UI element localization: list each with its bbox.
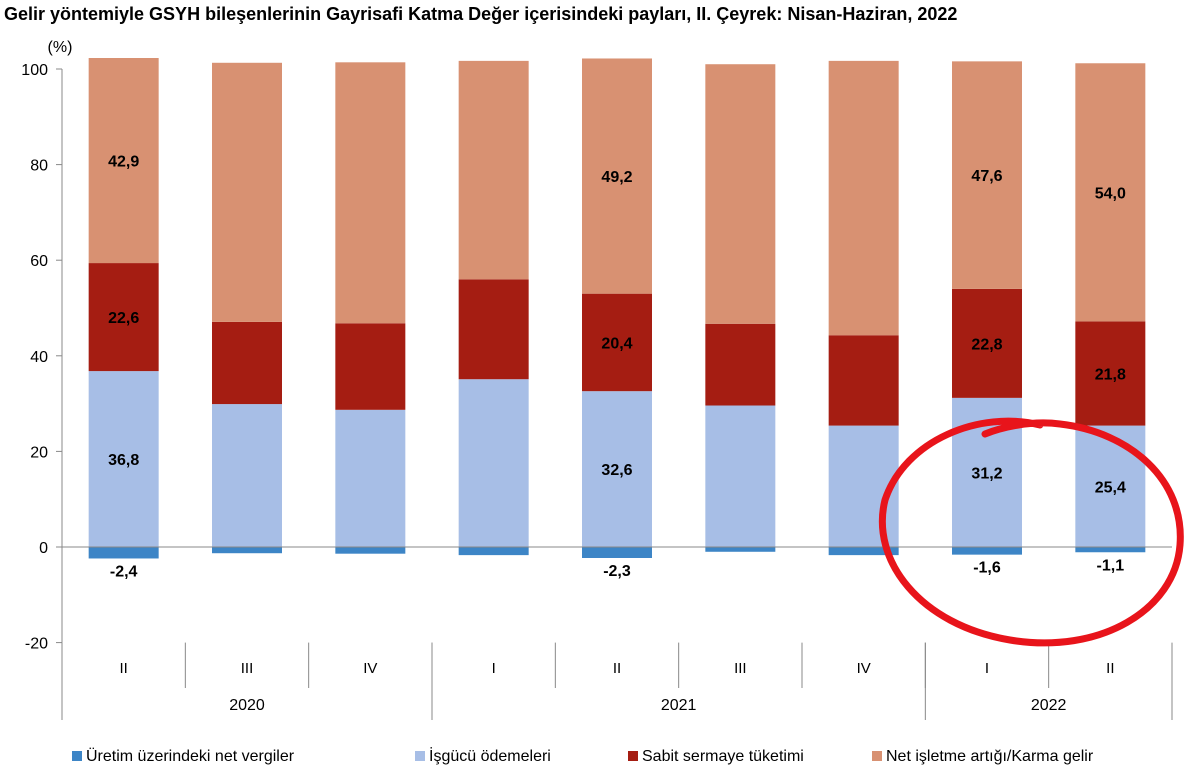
bar-segment-4-8 [952,61,1022,289]
data-label-1-1: -2,4 [110,563,138,580]
bar-segment-2-6 [705,405,776,547]
y-tick-label: 100 [21,62,48,79]
bar-segment-3-3 [335,323,406,410]
bar-segment-1-7 [828,547,899,556]
y-axis-label: (%) [48,39,73,56]
data-label-1-5: -2,3 [603,563,631,580]
bar-segment-1-8 [952,547,1022,555]
category-label-7: IV [857,660,871,677]
category-label-2: III [241,660,254,677]
bar-segment-4-5 [582,58,652,294]
year-label-2022: 2022 [1031,697,1067,714]
bar-segment-2-2 [212,404,282,547]
bar-segment-1-1 [88,547,159,559]
y-tick-label: 80 [30,158,48,175]
bar-segment-1-5 [582,547,652,558]
y-tick-label: 40 [30,349,48,366]
annotation-layer [878,417,1184,647]
data-label-2-8: 31,2 [971,465,1002,482]
bars-layer [88,58,1146,559]
data-label-2-5: 32,6 [601,462,632,479]
bar-segment-4-4 [458,60,529,280]
category-label-6: III [734,660,747,677]
bar-segment-3-2 [212,321,282,405]
legend-label-1: Üretim üzerindeki net vergiler [86,747,295,765]
bar-segment-3-9 [1075,321,1146,426]
data-labels-layer: -2,4 36,8 22,6 42,9 -2,3 32,6 20,4 49,2 -1,6 31,2… [108,154,1126,581]
data-label-3-5: 20,4 [601,335,632,352]
data-label-3-8: 22,8 [971,336,1002,353]
data-label-4-8: 47,6 [971,168,1002,185]
bar-segment-2-9 [1075,425,1146,547]
bar-segment-1-2 [212,547,282,554]
data-label-3-1: 22,6 [108,310,139,327]
legend-swatch-4 [872,751,882,761]
legend-swatch-1 [72,751,82,761]
category-label-1: II [119,660,127,677]
red-circle-annotation [878,417,1184,647]
legend-label-4: Net işletme artığı/Karma gelir [886,748,1094,765]
bar-segment-3-7 [828,335,899,426]
bar-segment-3-8 [952,288,1022,398]
legend: Üretim üzerindeki net vergiler İşgücü öde… [72,746,1094,765]
bar-segment-4-9 [1075,63,1146,322]
year-label-2020: 2020 [229,697,265,714]
legend-swatch-2 [415,751,425,761]
bar-segment-4-6 [705,64,776,324]
legend-swatch-3 [628,751,638,761]
y-tick-label: 0 [39,540,48,557]
bar-segment-3-1 [88,263,159,372]
category-label-5: II [613,660,621,677]
category-label-3: IV [363,660,377,677]
chart-title: Gelir yöntemiyle GSYH bileşenlerinin Gay… [4,4,958,24]
bar-segment-2-4 [458,379,529,547]
y-tick-label: -20 [25,636,48,653]
y-tick-label: 20 [30,444,48,461]
bar-segment-3-5 [582,293,652,392]
data-label-1-9: -1,1 [1097,557,1125,574]
y-tick-label: 60 [30,253,48,270]
year-label-2021: 2021 [661,697,697,714]
bar-segment-4-1 [88,58,159,264]
data-label-3-9: 21,8 [1095,366,1126,383]
bar-segment-3-6 [705,323,776,406]
category-label-8: I [985,660,989,677]
data-label-4-9: 54,0 [1095,185,1126,202]
bar-segment-1-3 [335,547,406,554]
data-label-4-1: 42,9 [108,154,139,171]
legend-label-2: İşgücü ödemeleri [429,746,551,765]
bar-segment-4-2 [212,62,282,322]
bar-segment-2-3 [335,409,406,547]
bar-segment-1-4 [458,547,529,556]
data-label-2-9: 25,4 [1095,479,1126,496]
data-label-1-8: -1,6 [973,560,1001,577]
bar-segment-1-9 [1075,547,1146,553]
bar-segment-4-7 [828,60,899,336]
category-label-9: II [1106,660,1114,677]
bar-segment-2-5 [582,391,652,547]
data-label-2-1: 36,8 [108,452,139,469]
data-label-4-5: 49,2 [601,169,632,186]
category-label-4: I [492,660,496,677]
bar-segment-2-1 [88,371,159,547]
bar-segment-3-4 [458,279,529,380]
bar-segment-4-3 [335,62,406,324]
bar-segment-1-6 [705,547,776,552]
legend-label-3: Sabit sermaye tüketimi [642,748,804,765]
axes-layer: -20 0 20 40 60 80 100(%) [21,39,1172,653]
